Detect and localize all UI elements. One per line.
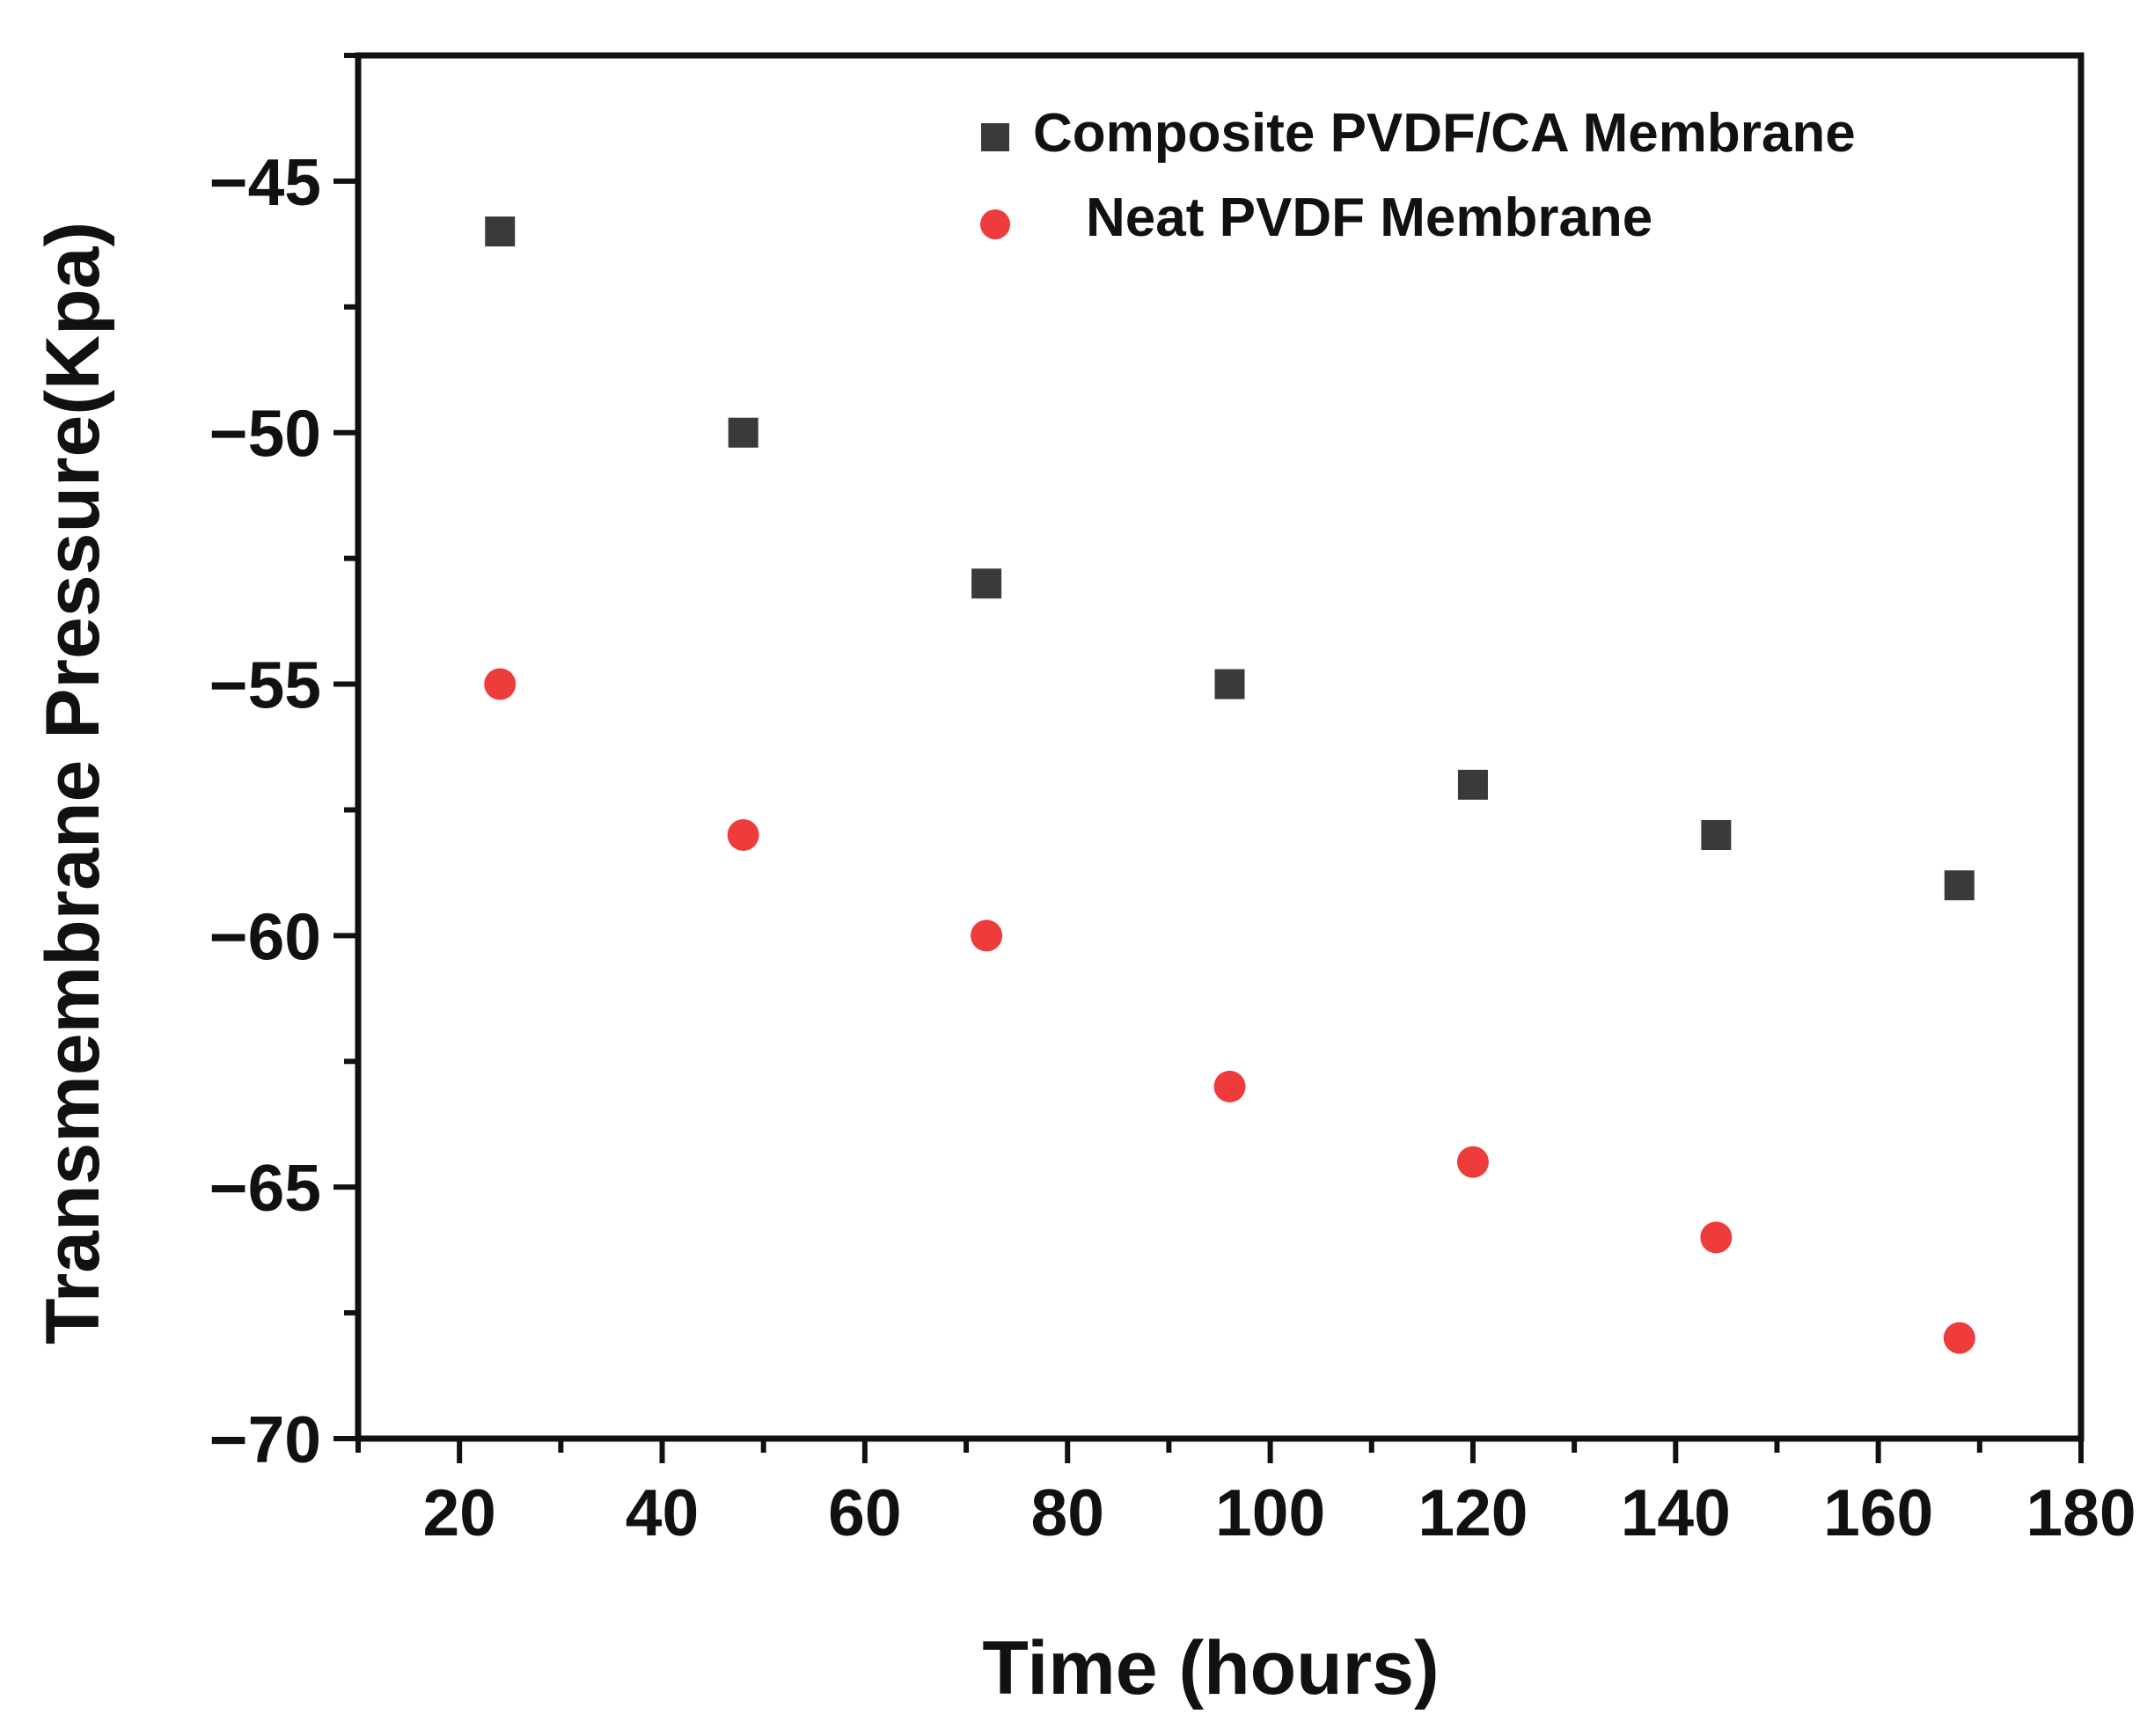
- legend-label-composite: Composite PVDF/CA Membrane: [1033, 103, 1856, 164]
- data-points: [484, 216, 1975, 1354]
- legend: Composite PVDF/CA Membrane Neat PVDF Mem…: [980, 103, 1856, 248]
- x-axis-ticks: 20 40 60 80 100 120 140 160 180: [355, 1439, 2136, 1549]
- data-point-neat: [727, 819, 759, 852]
- y-tick-label: −50: [209, 397, 321, 471]
- data-point-neat: [1943, 1322, 1975, 1354]
- data-point-neat: [971, 919, 1003, 952]
- x-tick-label: 60: [828, 1476, 901, 1549]
- y-axis-ticks: −45 −50 −55 −60 −65 −70: [209, 53, 358, 1476]
- x-tick-label: 180: [2026, 1476, 2136, 1549]
- data-point-composite: [1457, 769, 1488, 800]
- y-tick-label: −65: [209, 1151, 321, 1225]
- x-tick-label: 160: [1823, 1476, 1933, 1549]
- plot-frame: [355, 52, 2085, 1442]
- data-point-neat: [1700, 1221, 1733, 1254]
- y-axis-title: Transmembrane Pressure(Kpa): [31, 222, 115, 1344]
- x-tick-label: 140: [1621, 1476, 1731, 1549]
- data-point-composite: [1944, 870, 1975, 901]
- data-point-neat: [484, 668, 517, 700]
- legend-marker-composite: [981, 123, 1009, 151]
- x-tick-label: 20: [422, 1476, 495, 1549]
- x-tick-label: 100: [1215, 1476, 1325, 1549]
- data-point-neat: [1213, 1070, 1246, 1102]
- legend-label-neat: Neat PVDF Membrane: [1086, 187, 1652, 248]
- data-point-composite: [485, 216, 516, 247]
- x-tick-label: 40: [626, 1476, 699, 1549]
- data-point-composite: [1701, 820, 1732, 851]
- y-tick-label: −60: [209, 899, 321, 973]
- x-tick-label: 120: [1418, 1476, 1528, 1549]
- data-point-composite: [1214, 669, 1245, 700]
- data-point-neat: [1456, 1146, 1489, 1178]
- x-axis-title: Time (hours): [982, 1626, 1439, 1710]
- x-tick-label: 80: [1031, 1476, 1104, 1549]
- y-tick-label: −45: [209, 145, 321, 219]
- legend-marker-neat: [980, 209, 1010, 239]
- data-point-composite: [728, 417, 758, 448]
- y-tick-label: −55: [209, 648, 321, 722]
- data-point-composite: [971, 568, 1002, 599]
- y-tick-label: −70: [209, 1403, 321, 1476]
